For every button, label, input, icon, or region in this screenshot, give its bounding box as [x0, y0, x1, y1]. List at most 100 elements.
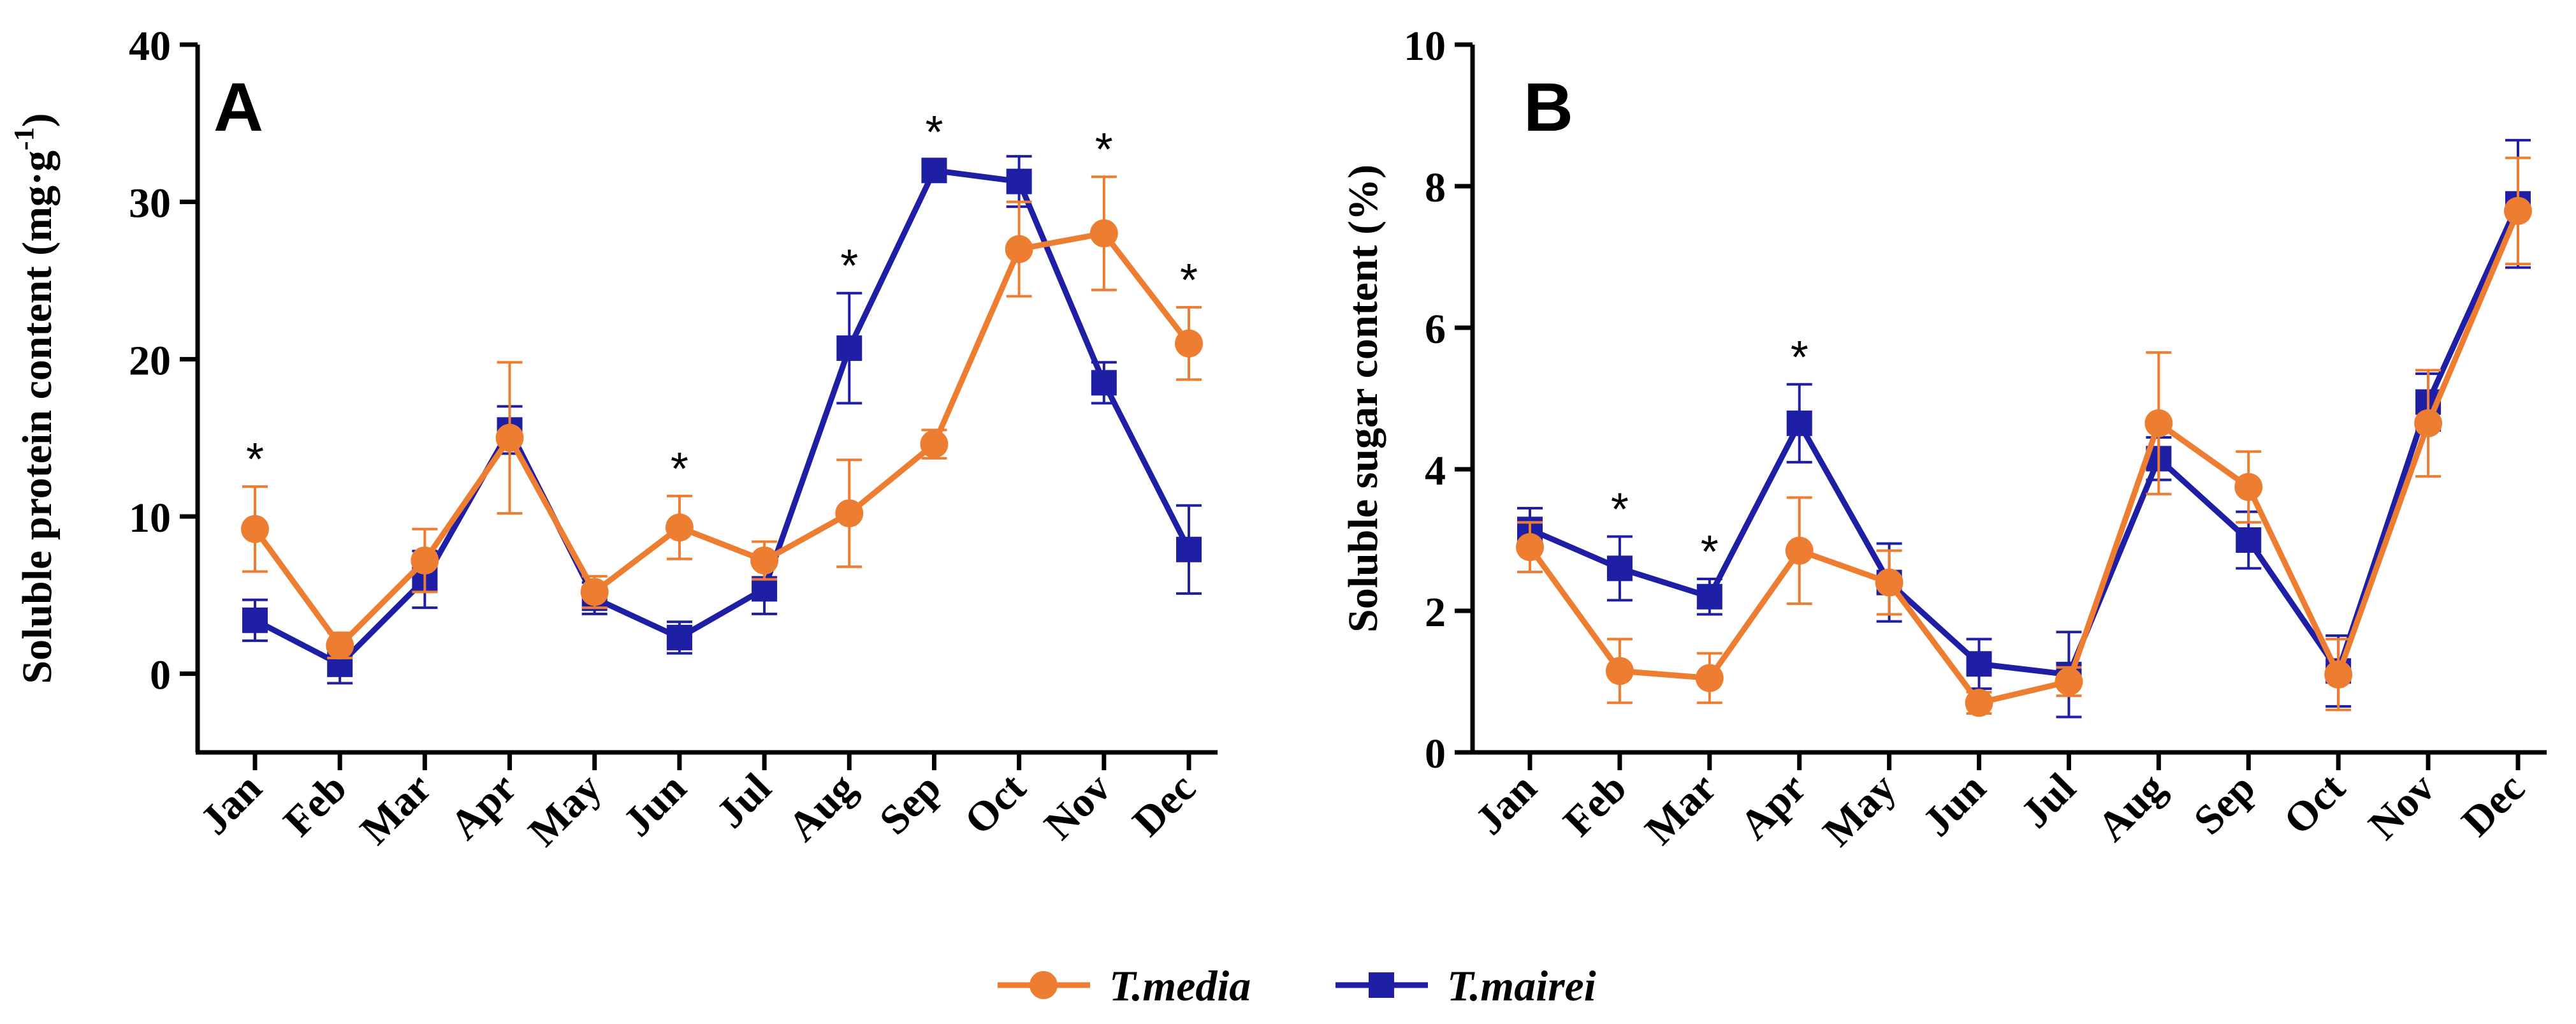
significance-marker: * [925, 107, 943, 158]
series-t-mairei [1517, 138, 2531, 719]
x-tick-label: May [520, 764, 610, 855]
x-tick-label: Apr [1731, 764, 1815, 849]
x-tick-label: Feb [1555, 764, 1636, 845]
data-point [580, 578, 609, 606]
series-t-media [241, 175, 1203, 660]
data-point [750, 546, 779, 575]
data-point [1786, 410, 1812, 436]
x-tick-label: Jan [1466, 764, 1545, 844]
data-point [921, 157, 947, 184]
data-point [2504, 196, 2532, 225]
x-tick-label: Feb [275, 764, 356, 845]
y-tick-label: 6 [1425, 306, 1446, 353]
data-point [1605, 657, 1634, 685]
x-tick-label: Jul [708, 764, 780, 837]
series-t-mairei [242, 155, 1202, 685]
data-point [1875, 568, 1903, 597]
legend-marker [1030, 971, 1058, 999]
series-line [1527, 210, 2521, 706]
data-point [1006, 168, 1032, 194]
significance-marker: * [1701, 527, 1719, 578]
x-tick-label: Nov [2360, 764, 2444, 849]
data-point [2234, 472, 2263, 501]
y-tick-label: 40 [129, 23, 171, 69]
x-tick-label: Sep [871, 764, 950, 844]
y-tick-label: 0 [150, 652, 171, 699]
legend-item: T.mairei [1335, 962, 1596, 1010]
data-point [665, 513, 694, 542]
legend: T.media T.mairei [998, 962, 1596, 1010]
x-tick-label: Apr [441, 764, 525, 849]
data-point [1695, 664, 1724, 692]
x-tick-label: May [1814, 764, 1905, 855]
significance-marker: * [1095, 124, 1113, 175]
x-tick-label: Nov [1035, 764, 1119, 849]
x-tick-label: Jun [615, 764, 695, 845]
y-tick-label: 0 [1425, 731, 1446, 777]
significance-marker: * [1611, 484, 1629, 535]
y-tick-label: 20 [129, 337, 171, 384]
data-point [835, 499, 864, 528]
series-t-media [1516, 156, 2532, 717]
data-point [1005, 235, 1033, 263]
x-tick-label: Dec [1124, 764, 1205, 845]
x-tick-label: Mar [351, 764, 440, 854]
data-point [1696, 583, 1722, 610]
y-tick-label: 10 [1404, 23, 1446, 69]
data-point [495, 423, 524, 452]
data-point [1516, 533, 1544, 562]
x-tick-label: Jun [1914, 764, 1995, 845]
x-tick-label: Aug [2088, 764, 2174, 851]
significance-marker: * [1791, 332, 1808, 383]
significance-marker: * [1180, 255, 1198, 306]
data-point [241, 515, 269, 543]
significance-marker: * [840, 241, 858, 292]
x-tick-label: Jul [2012, 764, 2085, 837]
data-point [2144, 409, 2173, 437]
data-point [1606, 555, 1633, 581]
data-point [2414, 409, 2443, 437]
panel-label: B [1524, 68, 1573, 145]
x-tick-label: Oct [956, 764, 1035, 844]
y-axis-title: Soluble sugar content (%) [1340, 165, 1386, 633]
panel-label: A [214, 68, 263, 145]
x-tick-label: Oct [2275, 764, 2354, 844]
data-point [326, 631, 354, 660]
legend-marker [1369, 972, 1394, 998]
legend-item: T.media [998, 962, 1251, 1010]
data-point [242, 607, 268, 633]
data-point [1175, 329, 1203, 358]
data-point [2236, 527, 2262, 553]
data-point [1965, 689, 1993, 717]
data-point [1785, 536, 1814, 565]
y-tick-label: 2 [1425, 589, 1446, 636]
data-point [1091, 370, 1117, 396]
data-point [666, 624, 692, 650]
data-point [1176, 536, 1202, 562]
legend-label: T.mairei [1447, 962, 1596, 1010]
y-tick-label: 30 [129, 180, 171, 227]
y-tick-label: 4 [1425, 448, 1446, 494]
significance-marker: * [246, 434, 264, 485]
data-point [836, 335, 862, 362]
x-tick-label: Sep [2185, 764, 2264, 844]
significance-marker: * [671, 444, 688, 495]
data-point [1089, 219, 1118, 247]
x-tick-label: Aug [779, 764, 865, 851]
y-tick-label: 8 [1425, 165, 1446, 211]
data-point [920, 430, 949, 458]
series-line [1529, 202, 2521, 678]
data-point [1966, 651, 1992, 677]
data-point [411, 546, 439, 575]
data-point [2055, 668, 2083, 696]
series-line [253, 167, 1192, 668]
y-axis-title: Soluble protein content (mg·g-1) [8, 113, 61, 684]
y-tick-label: 10 [129, 495, 171, 541]
data-point [2324, 660, 2353, 689]
x-tick-label: Jan [191, 764, 270, 844]
legend-label: T.media [1109, 962, 1251, 1010]
x-tick-label: Dec [2453, 764, 2534, 845]
